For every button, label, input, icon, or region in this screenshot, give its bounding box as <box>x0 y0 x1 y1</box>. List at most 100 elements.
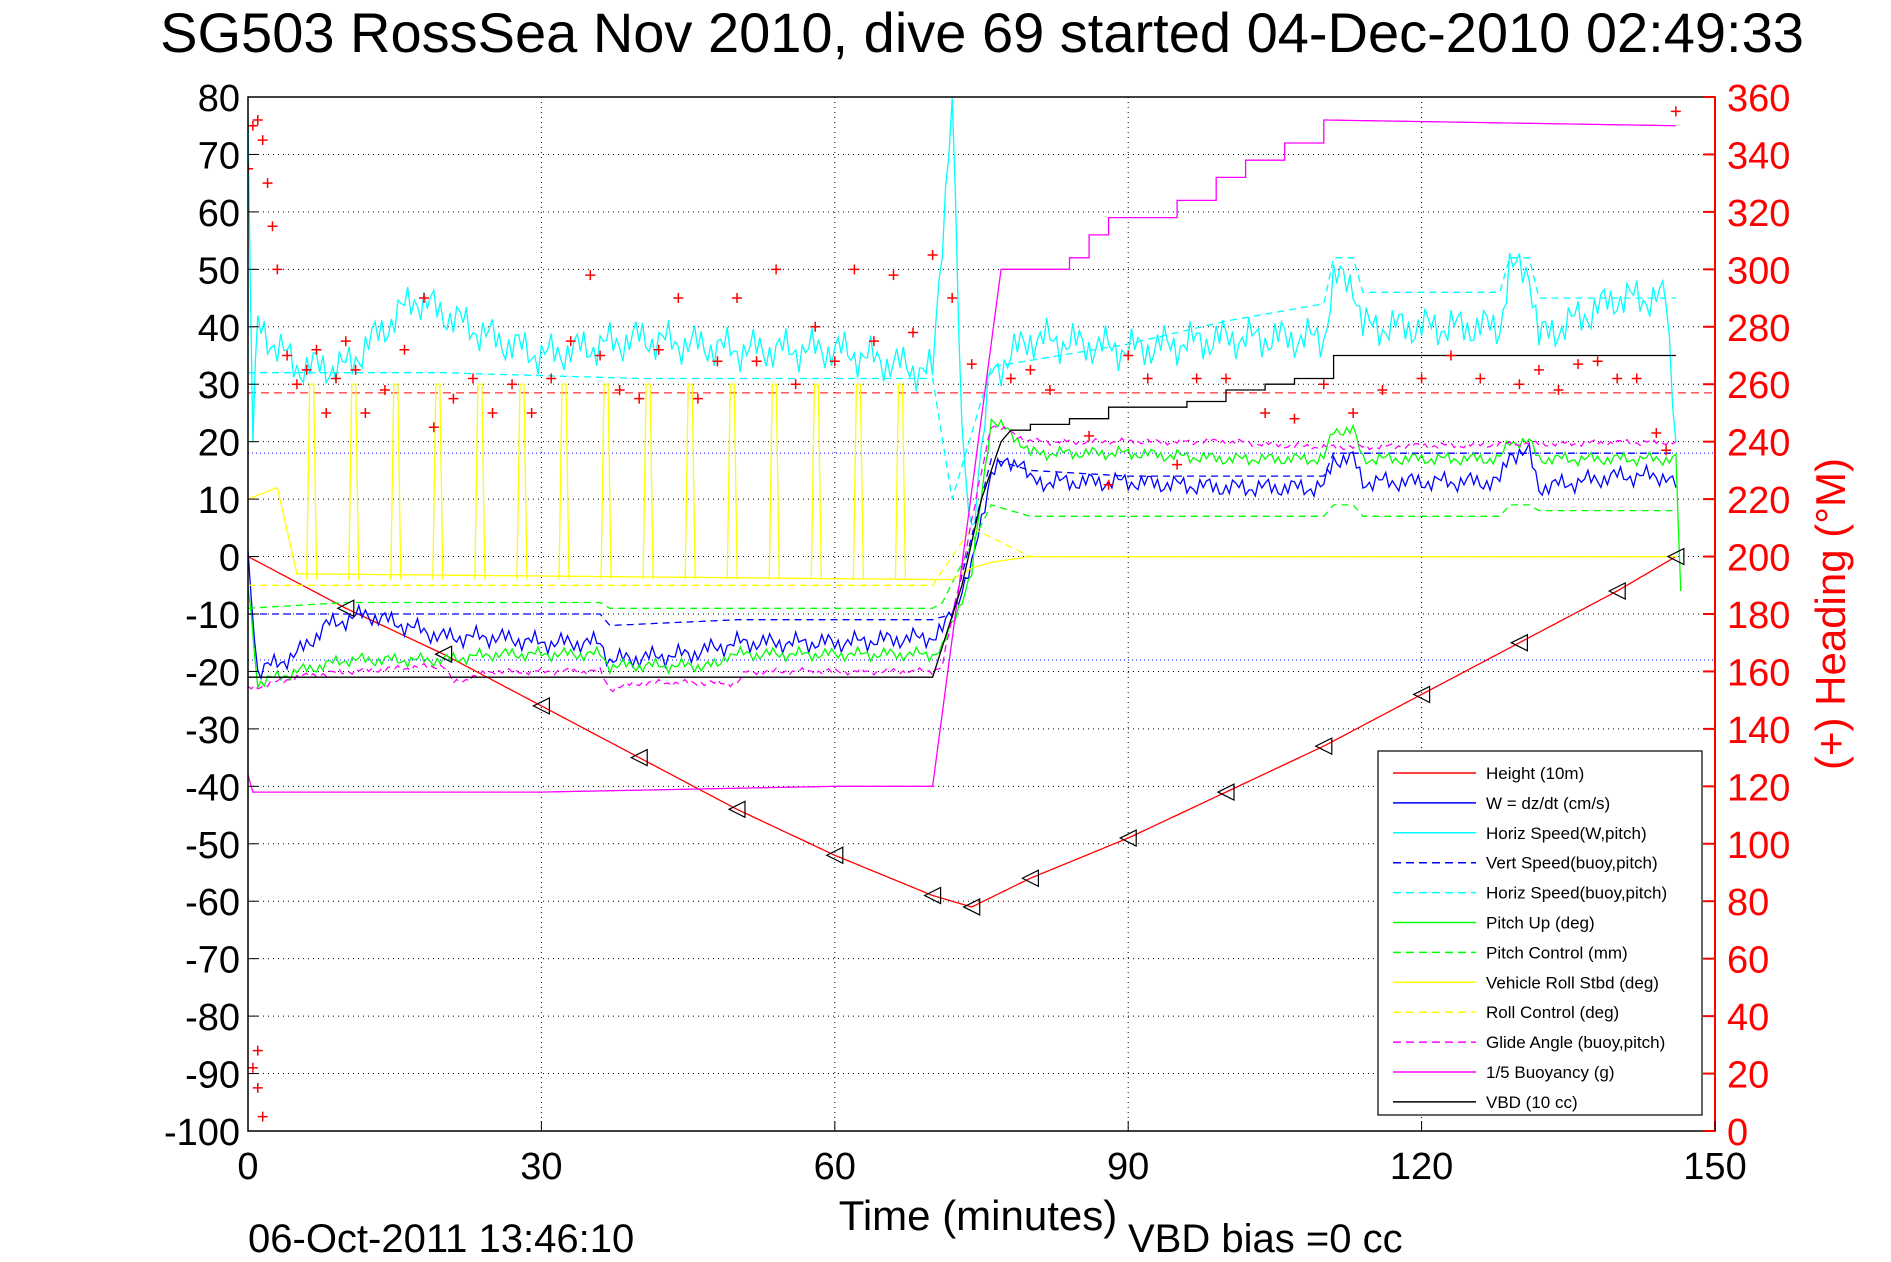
y-tick-label: -60 <box>185 882 240 924</box>
y-right-tick-label: 340 <box>1727 135 1790 177</box>
footer-timestamp: 06-Oct-2011 13:46:10 <box>248 1217 634 1261</box>
height-marker <box>1118 829 1137 848</box>
roll-spike <box>768 383 780 580</box>
right-axis-label: (+) Heading (°M) <box>1807 458 1854 770</box>
heading-point <box>1348 407 1359 418</box>
heading-point <box>1592 356 1603 367</box>
legend-label: Glide Angle (buoy,pitch) <box>1486 1033 1665 1052</box>
height-marker <box>1412 685 1431 704</box>
series-line-4 <box>248 257 1676 500</box>
heading-point <box>1289 413 1300 424</box>
heading-point <box>1670 106 1681 117</box>
heading-point <box>321 407 332 418</box>
y-right-tick-label: 140 <box>1727 710 1790 752</box>
roll-spike <box>726 383 738 580</box>
legend-label: Pitch Up (deg) <box>1486 914 1595 933</box>
heading-point <box>1318 379 1329 390</box>
heading-point <box>1377 384 1388 395</box>
series-line-10 <box>248 119 1676 793</box>
heading-point <box>732 293 742 304</box>
height-marker <box>1021 869 1039 888</box>
y-right-tick-label: 300 <box>1727 250 1790 292</box>
heading-point <box>1416 373 1427 384</box>
heading-point <box>257 135 268 146</box>
heading-point <box>399 344 410 355</box>
series-line-5 <box>248 418 1682 690</box>
heading-point <box>301 364 312 375</box>
heading-point <box>1084 430 1095 441</box>
heading-point <box>360 407 371 418</box>
heading-point <box>614 384 625 395</box>
y-tick-label: 20 <box>198 423 240 465</box>
heading-point <box>1612 373 1623 384</box>
legend-label: Horiz Speed(buoy,pitch) <box>1486 884 1667 903</box>
heading-point <box>546 373 557 384</box>
heading-point <box>1445 350 1456 361</box>
heading-point <box>653 344 664 355</box>
height-marker <box>1314 737 1333 756</box>
roll-spike <box>600 383 612 580</box>
height-marker <box>1510 633 1528 652</box>
y-tick-label: 60 <box>198 193 240 235</box>
x-axis-ticks: 0 30 60 90 120 150 <box>237 1121 1747 1188</box>
y-tick-label: 10 <box>198 480 240 522</box>
heading-point <box>379 384 390 395</box>
legend-label: Horiz Speed(W,pitch) <box>1486 824 1647 843</box>
y-tick-label: 0 <box>219 538 240 580</box>
heading-point <box>1005 373 1016 384</box>
y-tick-label: -40 <box>185 767 240 809</box>
heading-point <box>1103 479 1114 490</box>
heading-point <box>350 364 361 375</box>
heading-point <box>282 350 293 361</box>
y-right-tick-label: 360 <box>1727 78 1790 120</box>
series-line-3 <box>248 452 1676 627</box>
roll-spike <box>348 383 360 580</box>
heading-point <box>829 356 840 367</box>
roll-spike <box>474 383 486 580</box>
heading-point <box>1142 373 1153 384</box>
x-tick-label: 0 <box>237 1146 258 1188</box>
heading-point <box>248 163 253 174</box>
heading-point <box>947 293 958 304</box>
y-right-tick-label: 120 <box>1727 767 1790 809</box>
heading-point <box>585 270 596 281</box>
y-right-tick-label: 280 <box>1727 308 1790 350</box>
heading-point <box>790 379 801 390</box>
heading-point <box>419 293 430 304</box>
heading-point <box>888 270 899 281</box>
roll-spike <box>432 383 444 580</box>
heading-point <box>712 356 723 367</box>
heading-point <box>311 344 322 355</box>
heading-point <box>1260 407 1271 418</box>
series-line-6 <box>248 504 1676 609</box>
height-marker <box>1216 783 1235 802</box>
y-tick-label: -50 <box>185 825 240 867</box>
heading-point <box>1172 459 1183 470</box>
heading-point <box>966 359 977 370</box>
heading-point <box>507 379 518 390</box>
heading-point <box>1123 350 1134 361</box>
height-marker <box>1666 547 1685 566</box>
height-marker <box>434 645 453 664</box>
heading-point <box>340 336 351 347</box>
roll-spike <box>558 383 570 580</box>
legend: Height (10m) W = dz/dt (cm/s) Horiz Speed(… <box>1377 750 1703 1116</box>
heading-point <box>428 422 439 433</box>
heading-point <box>1651 428 1662 439</box>
heading-point <box>1553 384 1564 395</box>
heading-point <box>1573 359 1584 370</box>
heading-point <box>810 321 821 332</box>
heading-point <box>1631 373 1642 384</box>
heading-point <box>1514 379 1525 390</box>
y-right-tick-label: 40 <box>1727 997 1769 1039</box>
heading-point <box>467 373 478 384</box>
heading-point <box>448 393 459 404</box>
height-marker <box>532 696 550 715</box>
y-right-tick-label: 320 <box>1727 193 1790 235</box>
heading-point <box>751 356 762 367</box>
height-marker <box>336 599 355 618</box>
x-tick-label: 90 <box>1107 1146 1149 1188</box>
height-marker <box>825 846 844 865</box>
roll-spike <box>852 383 865 580</box>
